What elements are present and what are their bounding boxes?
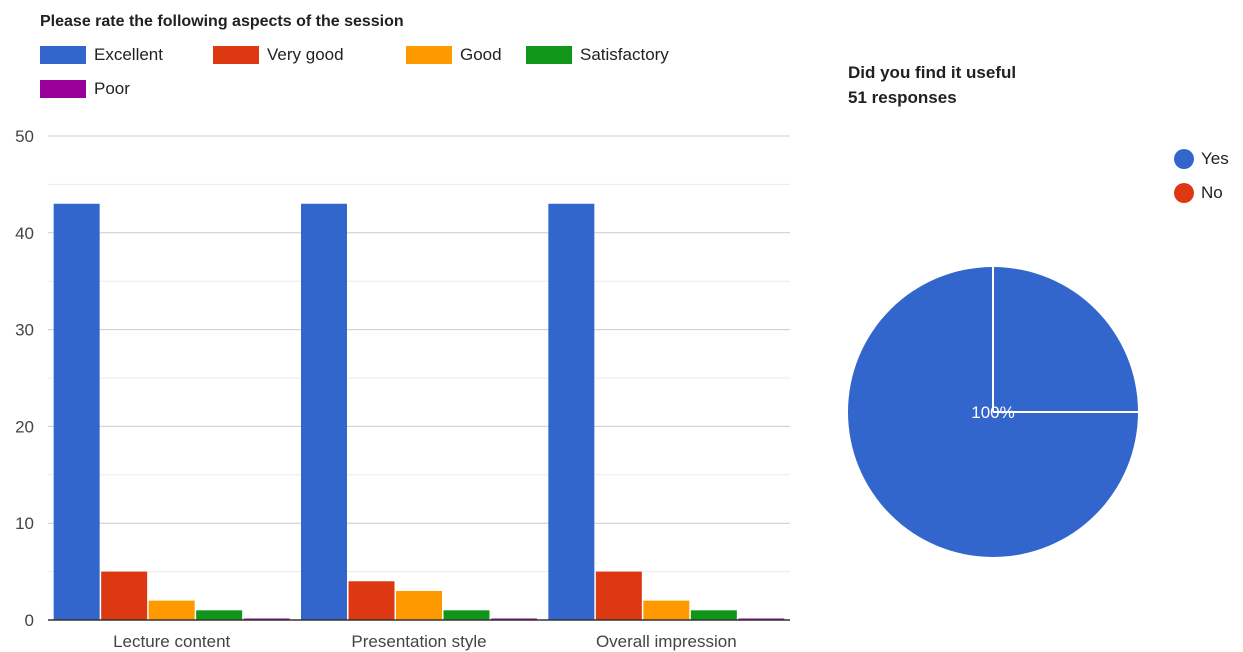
legend-item-good: Good	[406, 45, 502, 65]
bar-satisfactory	[196, 610, 243, 620]
legend-label: Very good	[267, 45, 344, 64]
y-tick-label: 40	[15, 224, 34, 243]
pie-legend-dot	[1174, 149, 1194, 169]
legend-swatch	[406, 46, 452, 64]
bar-good	[148, 600, 195, 620]
bar-excellent	[301, 203, 347, 620]
pie-legend-item-yes: Yes	[1174, 142, 1229, 176]
bar-good	[643, 600, 690, 620]
legend-item-satisfactory: Satisfactory	[526, 45, 669, 65]
bar-satisfactory	[690, 610, 737, 620]
legend-swatch	[40, 46, 86, 64]
pie-legend-item-no: No	[1174, 176, 1229, 210]
pie-chart-subtitle: 51 responses	[848, 88, 957, 107]
legend-item-excellent: Excellent	[40, 45, 163, 65]
bar-chart-title: Please rate the following aspects of the…	[40, 13, 404, 30]
legend-label: Satisfactory	[580, 45, 669, 64]
x-tick-label: Overall impression	[596, 632, 737, 651]
legend-label: Good	[460, 45, 502, 64]
legend-swatch	[213, 46, 259, 64]
legend-label: Excellent	[94, 45, 163, 64]
bar-satisfactory	[443, 610, 490, 620]
y-tick-label: 0	[25, 611, 34, 630]
bar-very-good	[595, 571, 642, 620]
y-tick-label: 20	[15, 417, 34, 436]
pie-chart-title-block: Did you find it useful 51 responses	[848, 60, 1016, 110]
y-tick-label: 50	[15, 127, 34, 146]
y-tick-label: 10	[15, 514, 34, 533]
pie-slice-label: 100%	[971, 403, 1014, 422]
x-tick-label: Lecture content	[113, 632, 230, 651]
bar-excellent	[548, 203, 595, 620]
bar-good	[396, 590, 442, 620]
legend-item-very-good: Very good	[213, 45, 344, 65]
y-tick-label: 30	[15, 321, 34, 340]
legend-item-poor: Poor	[40, 79, 130, 99]
bar-very-good	[101, 571, 148, 620]
bar-very-good	[348, 581, 395, 620]
legend-swatch	[40, 80, 86, 98]
pie-legend-dot	[1174, 183, 1194, 203]
legend-swatch	[526, 46, 572, 64]
bar-excellent	[53, 203, 100, 620]
pie-chart-legend: Yes No	[1174, 142, 1229, 210]
legend-label: Poor	[94, 79, 130, 98]
pie-legend-label: Yes	[1201, 149, 1229, 168]
pie-chart-title: Did you find it useful	[848, 63, 1017, 82]
pie-legend-label: No	[1201, 183, 1223, 202]
x-tick-label: Presentation style	[351, 632, 486, 651]
